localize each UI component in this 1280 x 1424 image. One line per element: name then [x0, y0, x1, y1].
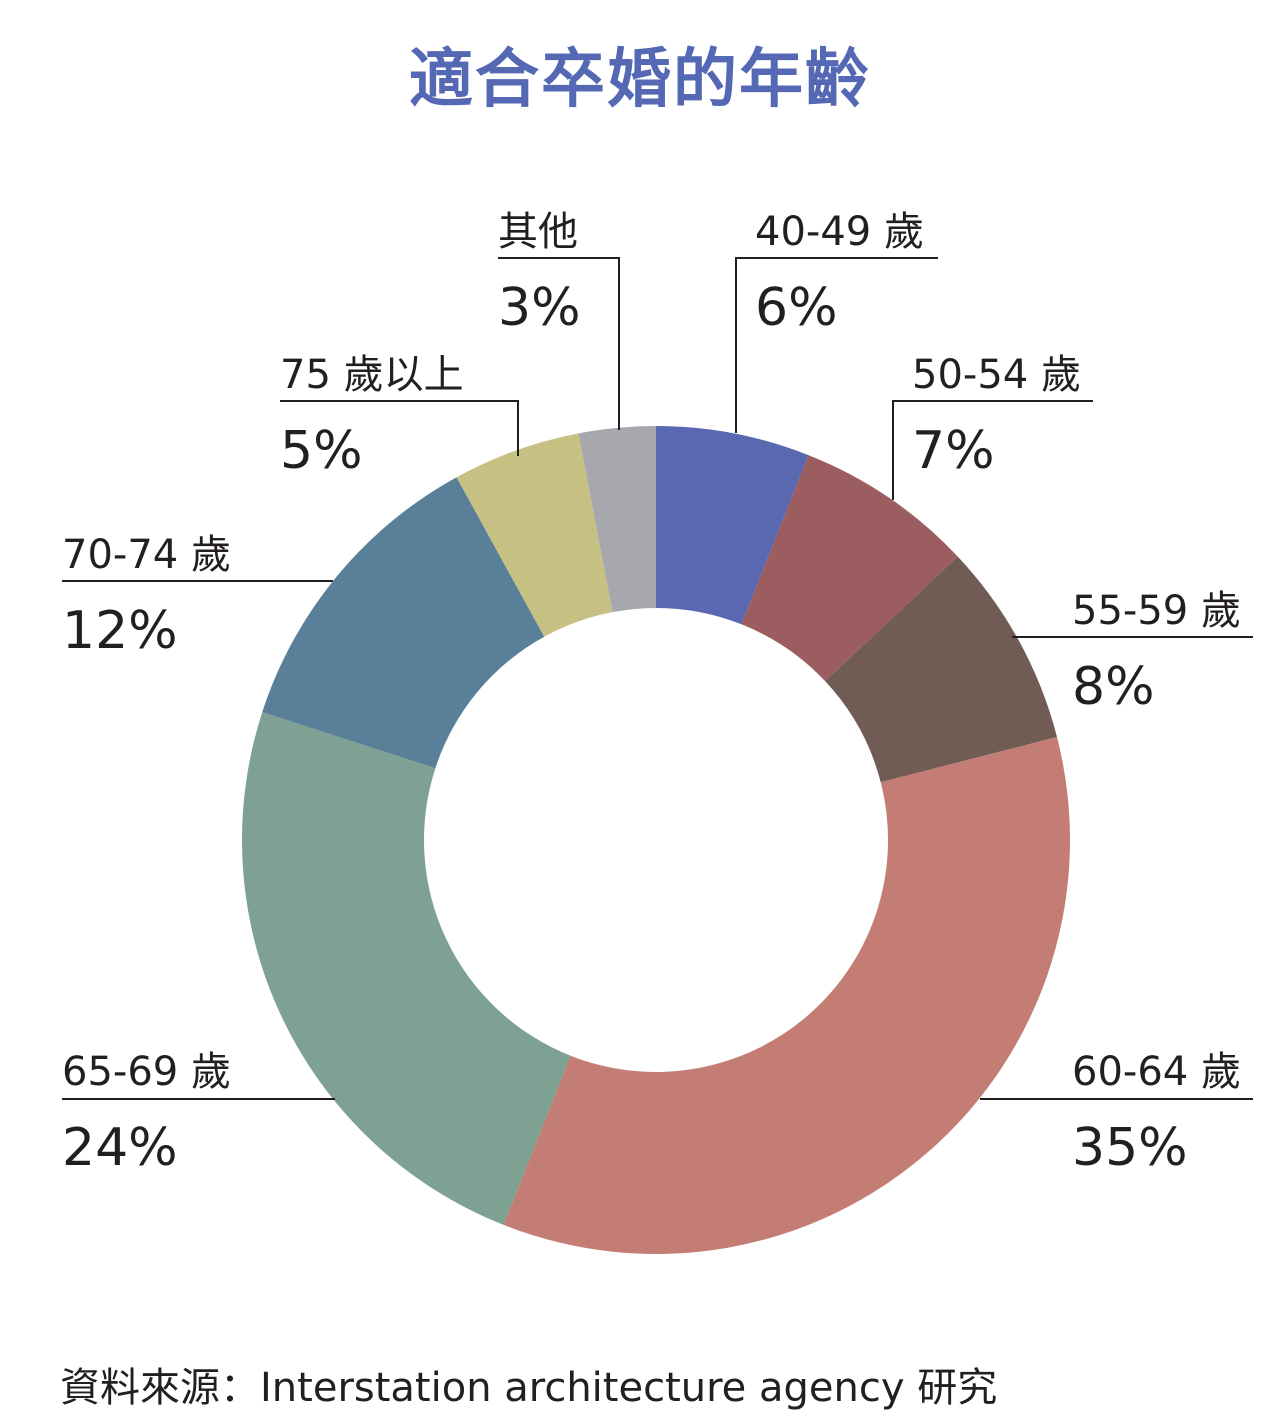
slice-7: [578, 426, 656, 613]
slice-percent-6: 5%: [280, 421, 363, 481]
slice-label-6: 75 歲以上: [280, 352, 464, 398]
leader-line-1: [892, 400, 1093, 500]
slice-6: [456, 433, 613, 637]
slice-5: [262, 477, 545, 769]
slice-label-1: 50-54 歲: [912, 352, 1081, 398]
slice-1: [741, 455, 958, 682]
slice-2: [825, 556, 1057, 783]
chart-title: 適合卒婚的年齡: [409, 43, 871, 117]
slice-percent-4: 24%: [62, 1118, 178, 1178]
slice-percent-5: 12%: [62, 601, 178, 661]
slice-label-3: 60-64 歲: [1072, 1049, 1241, 1095]
slices-layer: [242, 426, 1070, 1255]
slice-percent-2: 8%: [1072, 657, 1155, 717]
slice-label-2: 55-59 歲: [1072, 588, 1241, 634]
slice-percent-1: 7%: [912, 421, 995, 481]
slice-percent-3: 35%: [1072, 1118, 1188, 1178]
slice-label-0: 40-49 歲: [755, 209, 924, 255]
slice-label-5: 70-74 歲: [62, 532, 231, 578]
slice-label-7: 其他: [498, 209, 578, 255]
leader-line-7: [498, 257, 620, 430]
leader-line-0: [735, 257, 938, 433]
labels-layer: 40-49 歲 6% 50-54 歲 7% 55-59 歲 8% 60-64 歲 35% 65-…: [62, 209, 1241, 1178]
leader-lines-layer: [62, 257, 1253, 1100]
slice-percent-7: 3%: [498, 278, 581, 338]
slice-4: [242, 712, 571, 1225]
slice-percent-0: 6%: [755, 278, 838, 338]
slice-label-4: 65-69 歲: [62, 1049, 231, 1095]
slice-0: [656, 426, 809, 625]
leader-line-6: [280, 400, 519, 456]
slice-3: [503, 737, 1070, 1255]
source-note: 資料來源：Interstation architecture agency 研究: [60, 1365, 998, 1411]
